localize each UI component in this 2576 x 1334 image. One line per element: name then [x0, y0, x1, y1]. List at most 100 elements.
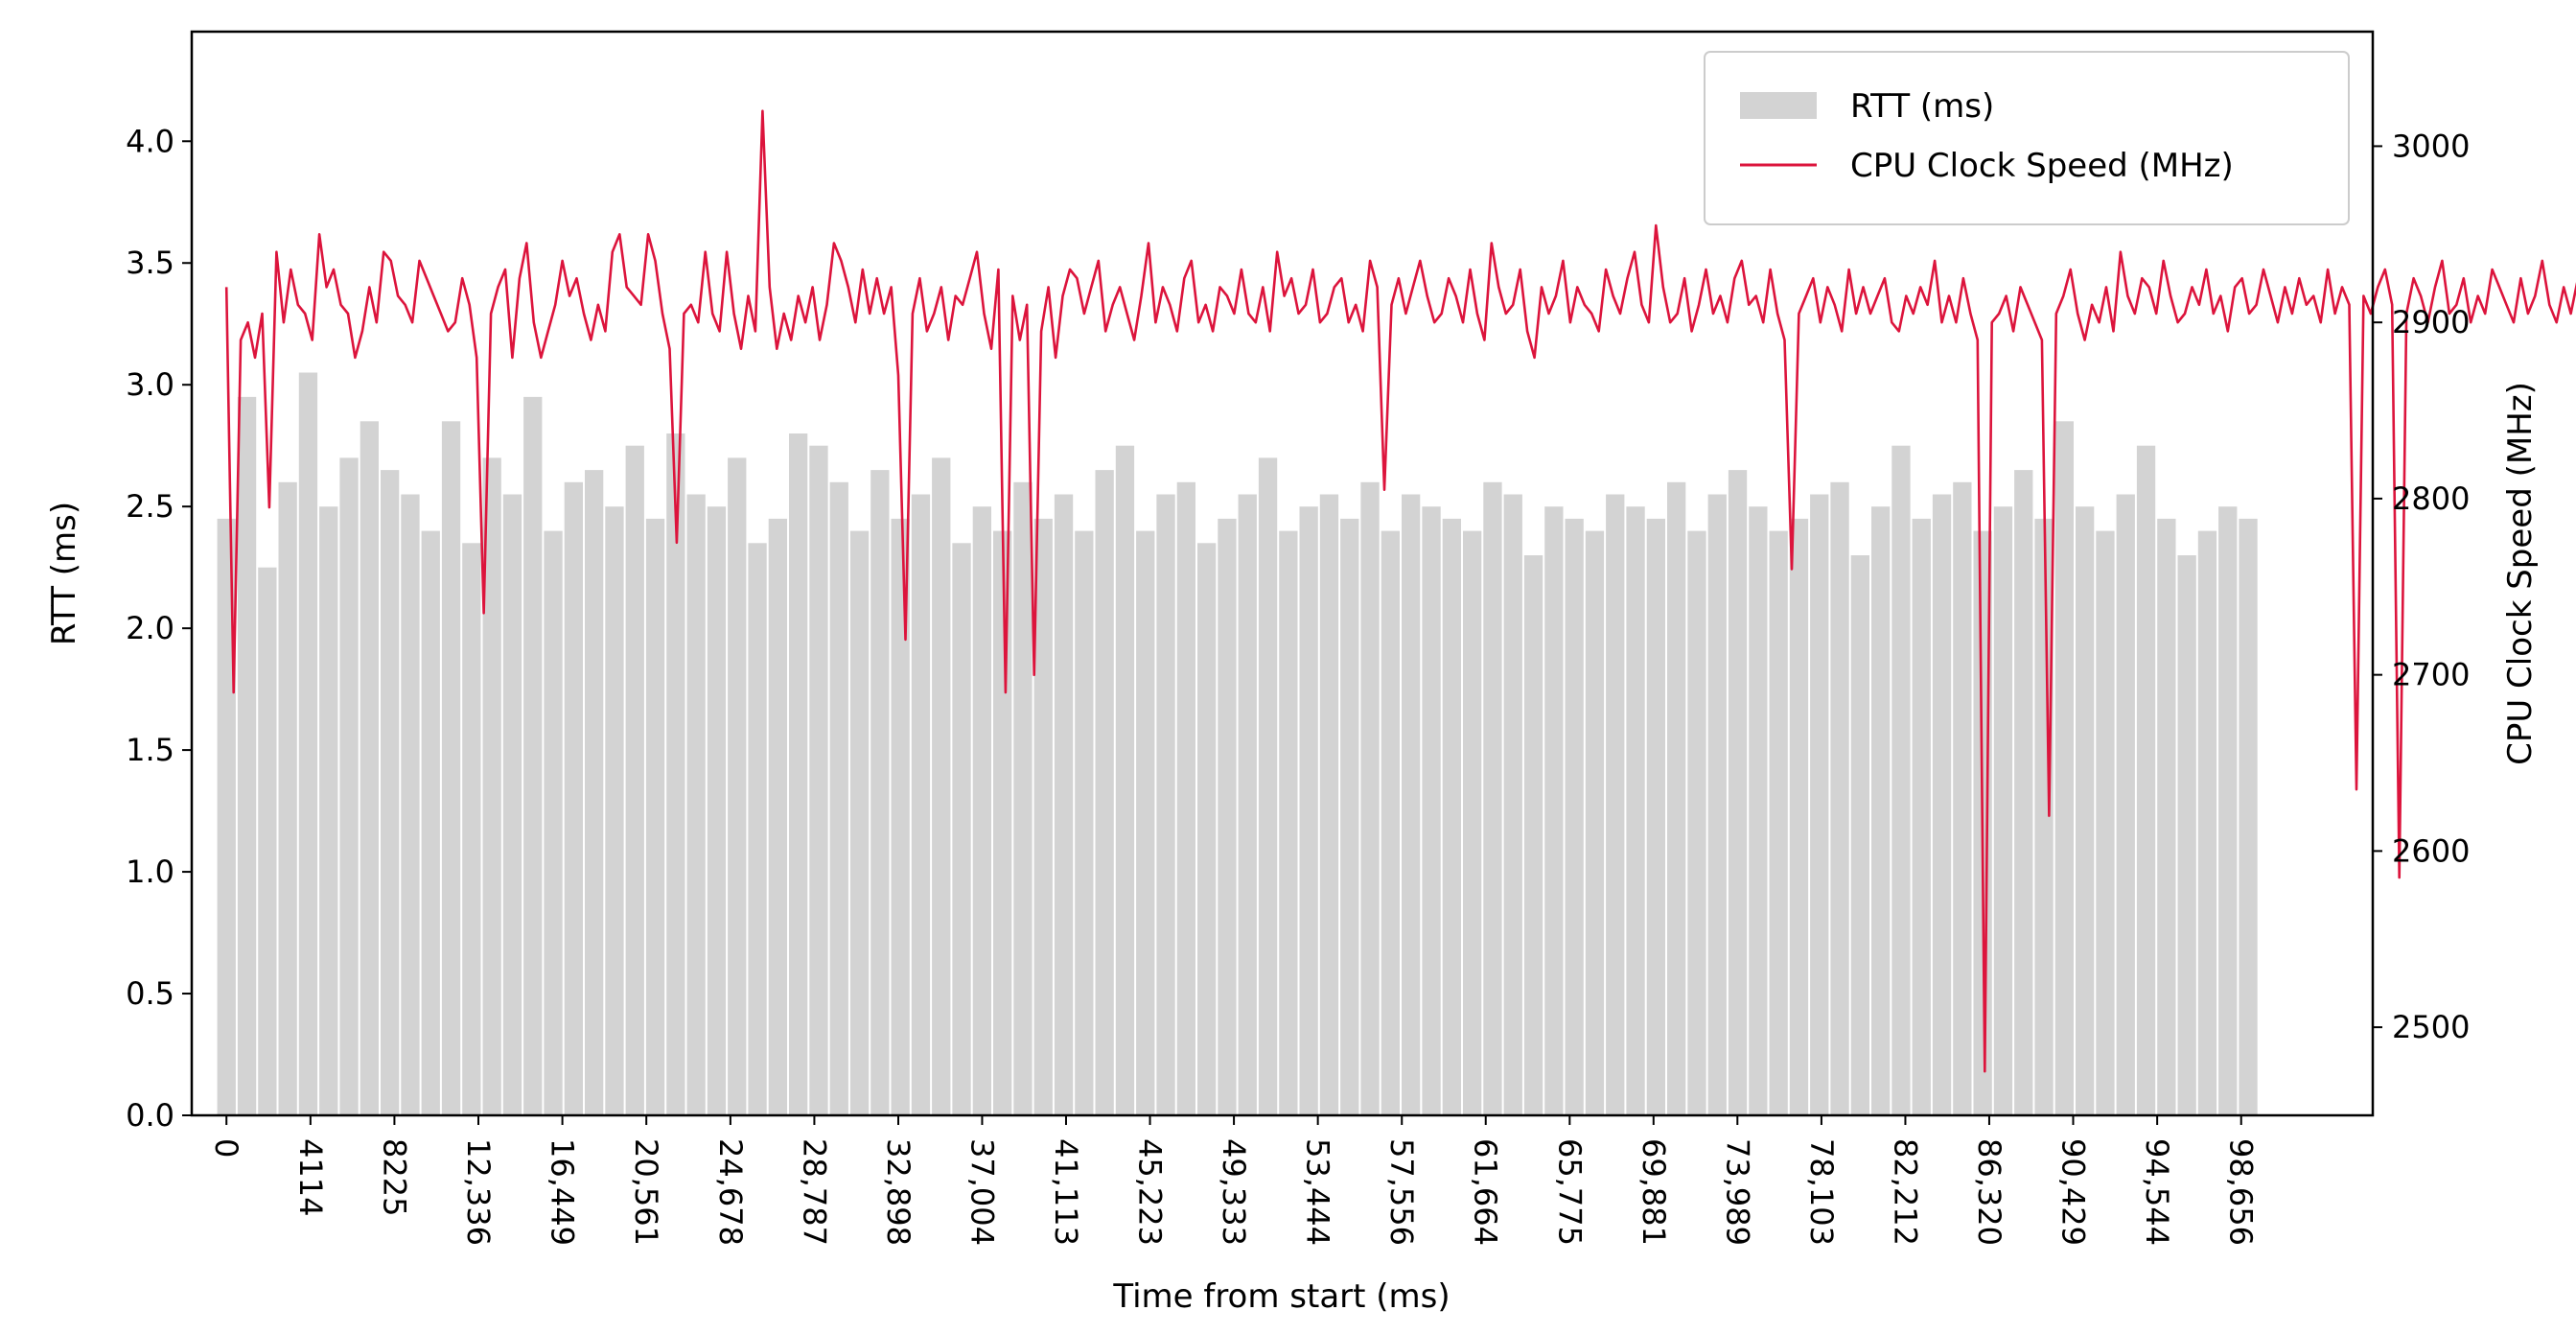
rtt-bar	[1197, 543, 1217, 1115]
rtt-bar	[381, 470, 400, 1116]
x-tick-label: 45,223	[1132, 1138, 1169, 1246]
x-tick-label: 86,320	[1971, 1138, 2007, 1246]
rtt-bar	[421, 530, 440, 1115]
rtt-bar	[360, 421, 379, 1115]
rtt-bar	[1769, 530, 1788, 1115]
x-tick-label: 82,212	[1888, 1138, 1924, 1246]
rtt-bar	[686, 494, 706, 1115]
rtt-bar	[1381, 530, 1400, 1115]
y-left-tick-label: 4.0	[126, 123, 174, 159]
y-axis-right-title: CPU Clock Speed (MHz)	[2501, 382, 2540, 765]
x-tick-label: 49,333	[1216, 1138, 1252, 1246]
x-tick-label: 69,881	[1636, 1138, 1672, 1246]
x-tick-label: 73,989	[1719, 1138, 1755, 1246]
rtt-bar	[2218, 506, 2238, 1115]
x-tick-label: 4114	[292, 1138, 329, 1216]
rtt-bar	[1953, 481, 1972, 1115]
y-right-tick-label: 2800	[2392, 480, 2470, 517]
rtt-bar	[237, 396, 257, 1115]
y-left-tick-label: 2.5	[126, 488, 174, 525]
x-tick-label: 37,004	[964, 1138, 1001, 1246]
x-tick-label: 32,898	[880, 1138, 917, 1246]
rtt-bar	[1075, 530, 1094, 1115]
rtt-bar	[891, 518, 910, 1115]
rtt-bar	[2096, 530, 2115, 1115]
y-left-tick-label: 1.0	[126, 854, 174, 890]
y-axis-left: 0.0 0.5 1.0 1.5 2.0 2.5 3.0 3.5 4.0	[126, 123, 192, 1134]
y-left-tick-label: 1.5	[126, 732, 174, 768]
rtt-bar	[339, 457, 359, 1115]
x-tick-label: 16,449	[545, 1138, 581, 1246]
rtt-bar	[1402, 494, 1421, 1115]
rtt-bar	[932, 457, 951, 1115]
rtt-bar	[1850, 555, 1869, 1115]
rtt-bar	[1013, 481, 1033, 1115]
rtt-bar	[768, 518, 787, 1115]
rtt-bar	[298, 372, 318, 1115]
rtt-bar	[1565, 518, 1584, 1115]
x-tick-label: 78,103	[1803, 1138, 1840, 1246]
rtt-bar	[1871, 506, 1891, 1115]
rtt-bar	[1156, 494, 1175, 1115]
rtt-bar	[870, 470, 890, 1116]
x-tick-label: 65,775	[1551, 1138, 1588, 1246]
rtt-bar	[1687, 530, 1706, 1115]
y-axis-left-title: RTT (ms)	[45, 502, 83, 645]
rtt-bar	[748, 543, 767, 1115]
rtt-bar	[972, 506, 991, 1115]
rtt-bar	[1585, 530, 1605, 1115]
rtt-bar	[789, 433, 808, 1115]
y-left-tick-label: 0.0	[126, 1097, 174, 1134]
y-right-tick-label: 3000	[2392, 128, 2470, 164]
x-tick-label: 53,444	[1300, 1138, 1336, 1246]
rtt-bar	[1810, 494, 1829, 1115]
y-right-tick-label: 2500	[2392, 1009, 2470, 1045]
x-tick-label: 41,113	[1048, 1138, 1084, 1246]
rtt-bar	[1667, 481, 1686, 1115]
rtt-bar	[441, 421, 461, 1115]
y-left-tick-label: 0.5	[126, 975, 174, 1012]
rtt-bar	[1789, 518, 1809, 1115]
x-tick-label: 12,336	[460, 1138, 497, 1246]
rtt-bar	[2177, 555, 2196, 1115]
rtt-bar	[319, 506, 338, 1115]
rtt-bar	[1095, 470, 1114, 1116]
x-axis-title: Time from start (ms)	[1112, 1277, 1450, 1316]
y-axis-right: 2500 2600 2700 2800 2900 3000	[2373, 128, 2470, 1045]
x-tick-label: 98,656	[2223, 1138, 2260, 1246]
rtt-bar	[1891, 445, 1911, 1115]
rtt-bar	[2014, 470, 2033, 1116]
rtt-bar	[1544, 506, 1564, 1115]
legend-box	[1704, 51, 2350, 225]
rtt-bars	[217, 372, 2258, 1116]
x-tick-label: 28,787	[796, 1138, 832, 1246]
rtt-bar	[911, 494, 931, 1115]
x-tick-label: 8225	[376, 1138, 412, 1216]
rtt-bar	[1728, 470, 1748, 1116]
rtt-bar	[2239, 518, 2258, 1115]
y-right-tick-label: 2900	[2392, 304, 2470, 340]
rtt-bar	[993, 530, 1012, 1115]
rtt-bar	[1033, 518, 1053, 1115]
rtt-bar	[1463, 530, 1482, 1115]
plot-frame	[190, 30, 2375, 1117]
rtt-bar	[605, 506, 624, 1115]
rtt-bar	[462, 543, 481, 1115]
rtt-bar	[1707, 494, 1727, 1115]
rtt-bar	[258, 567, 277, 1115]
rtt-bar	[2136, 445, 2156, 1115]
rtt-bar	[1299, 506, 1318, 1115]
rtt-bar	[645, 518, 665, 1115]
rtt-bar	[1279, 530, 1298, 1115]
rtt-bar	[829, 481, 848, 1115]
legend-label-cpu: CPU Clock Speed (MHz)	[1850, 147, 2234, 185]
rtt-bar	[1115, 445, 1135, 1115]
rtt-bar	[1523, 555, 1543, 1115]
rtt-bar	[952, 543, 971, 1115]
rtt-bar	[1360, 481, 1380, 1115]
rtt-bar	[625, 445, 644, 1115]
rtt-bar	[502, 494, 522, 1115]
rtt-bar	[1054, 494, 1074, 1115]
rtt-bar	[1912, 518, 1931, 1115]
